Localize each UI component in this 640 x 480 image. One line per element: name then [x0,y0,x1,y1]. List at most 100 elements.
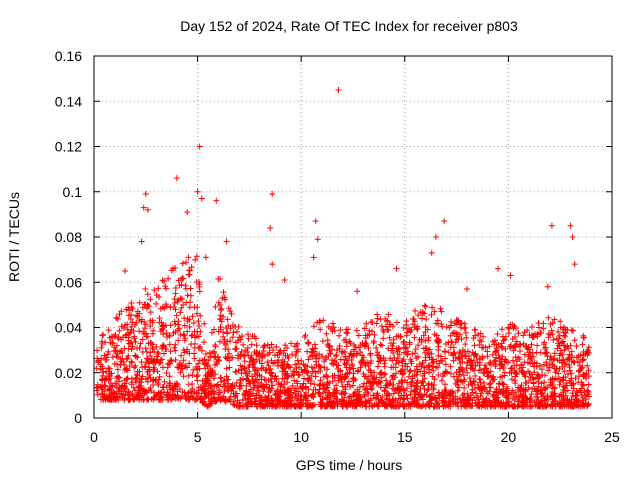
data-point [173,175,180,182]
data-point [438,308,445,315]
data-point [237,376,244,383]
data-point [333,382,340,389]
data-point [496,355,503,362]
data-point [247,399,254,406]
data-point [436,360,443,367]
data-point [454,317,461,324]
data-point [188,264,195,271]
data-point [165,275,172,282]
data-point [126,312,133,319]
data-point [537,329,544,336]
data-point [107,393,114,400]
data-point [126,362,133,369]
data-point [387,355,394,362]
data-point [138,238,145,245]
data-point [302,395,309,402]
data-point [208,329,215,336]
data-point [425,386,432,393]
data-point [278,359,285,366]
data-point [537,387,544,394]
data-point [449,339,456,346]
data-point [272,373,279,380]
data-point [345,356,352,363]
data-point [142,345,149,352]
data-point [516,356,523,363]
data-point [435,320,442,327]
data-point [338,379,345,386]
data-point [573,343,580,350]
data-point [274,362,281,369]
data-point [193,390,200,397]
data-point [263,381,270,388]
data-point [117,355,124,362]
data-point [176,282,183,289]
data-point [309,353,316,360]
data-point [575,373,582,380]
data-point [452,393,459,400]
data-point [440,373,447,380]
data-point [511,402,518,409]
data-point [320,317,327,324]
data-point [558,340,565,347]
data-point [354,368,361,375]
data-point [443,369,450,376]
data-point [503,358,510,365]
data-point [540,403,547,410]
data-point [348,351,355,358]
data-point [547,379,554,386]
data-point [292,361,299,368]
chart-title: Day 152 of 2024, Rate Of TEC Index for r… [180,18,518,34]
data-point [425,349,432,356]
data-point [407,367,414,374]
data-point [521,351,528,358]
data-point [111,348,118,355]
data-point [447,363,454,370]
data-point [147,349,154,356]
data-point [477,392,484,399]
data-point [302,401,309,408]
data-point [428,381,435,388]
data-point [259,355,266,362]
data-point [151,348,158,355]
data-point [526,349,533,356]
data-point [237,403,244,410]
data-point [556,381,563,388]
data-point [137,340,144,347]
data-point [476,403,483,410]
data-point [180,275,187,282]
data-point [533,360,540,367]
data-point [136,368,143,375]
data-point [570,385,577,392]
data-point [312,218,319,225]
data-point [437,357,444,364]
data-point [344,330,351,337]
data-point [441,218,448,225]
data-point [196,143,203,150]
data-point [470,351,477,358]
data-point [98,355,105,362]
data-point [477,376,484,383]
data-point [175,394,182,401]
data-point [269,401,276,408]
data-point [260,364,267,371]
data-point [350,365,357,372]
data-point [116,374,123,381]
data-point [548,222,555,229]
data-point [455,318,462,325]
data-point [318,364,325,371]
data-point [121,395,128,402]
y-tick-label: 0.1 [63,184,83,200]
data-point [361,343,368,350]
data-point [335,86,342,93]
data-point [250,390,257,397]
data-point [223,355,230,362]
data-point [343,339,350,346]
data-point [336,343,343,350]
data-point [364,386,371,393]
data-point [505,330,512,337]
data-point [112,331,119,338]
data-point [124,375,131,382]
data-point [559,326,566,333]
data-point [186,323,193,330]
data-point [502,333,509,340]
